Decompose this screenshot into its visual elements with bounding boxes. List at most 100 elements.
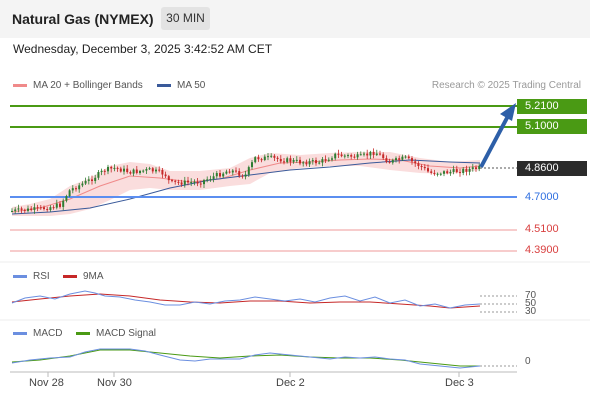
candle-body [219,173,221,177]
candle-body [180,182,183,185]
legend-rsi-label: RSI [33,271,50,282]
candle-body [363,153,365,155]
bollinger-band [12,152,480,216]
bollinger-swatch [13,84,27,87]
candle-body [289,158,292,162]
candle-body [20,208,23,210]
candle-body [142,170,145,172]
candle-body [295,159,298,161]
candle-body [151,168,154,172]
candle-body [430,171,433,173]
candle-body [299,159,301,164]
candle-body [174,180,177,182]
candle-body [315,160,317,164]
candle-body [478,166,481,169]
candle-body [177,181,180,183]
candle-body [327,159,330,161]
candle-body [135,169,138,173]
candle-body [39,207,42,209]
candle-body [167,176,170,181]
candle-body [388,161,391,163]
candle-body [52,207,55,209]
candle-body [164,174,167,177]
macd-tick-0: 0 [525,356,531,367]
level-label-4-39: 4.3900 [525,244,559,256]
candle-body [414,161,417,164]
candle-body [14,209,17,211]
candle-body [100,170,103,173]
candle-body [91,179,93,182]
candle-body [257,157,260,160]
candle-body [382,154,385,159]
candle-body [276,157,279,159]
candle-body [110,166,113,169]
legend-macd-label: MACD [33,328,63,339]
candle-body [404,156,407,158]
candle-body [379,153,381,155]
candle-body [238,171,241,176]
candle-body [443,171,445,174]
candle-body [199,183,202,185]
candle-body [401,156,404,160]
rsi-tick-50: 50 [525,298,537,309]
candle-body [475,167,477,169]
candle-body [427,168,429,172]
candle-body [455,169,458,173]
candle-body [340,154,343,157]
candle-body [433,172,436,175]
level-label-4-70: 4.7000 [525,191,559,203]
candle-body [324,159,327,161]
candle-body [321,159,324,163]
timeframe-badge[interactable]: 30 MIN [161,7,210,30]
legend-ma50-label: MA 50 [177,80,206,91]
candle-body [103,170,106,172]
candle-body [423,166,426,169]
candle-body [81,183,84,186]
macd-line [11,348,481,369]
projection-arrow [479,115,510,168]
candle-body [260,159,263,161]
candle-body [107,166,109,172]
candle-body [132,169,135,174]
candle-body [116,167,119,169]
candle-body [55,203,58,208]
credit-text: Research © 2025 Trading Central [431,80,581,91]
level-label-last-price: 4.8600 [517,161,587,176]
x-label-nov28: Nov 28 [29,377,64,389]
candle-body [62,200,65,207]
candle-body [267,156,269,158]
ma20-line [11,158,481,213]
candle-body [225,171,228,174]
rsi-tick-70: 70 [525,290,537,301]
candle-body [161,169,164,175]
rsi-line [11,290,481,309]
candle-body [283,161,285,163]
candle-body [46,209,49,211]
candle-body [417,163,420,167]
candle-body [251,162,253,168]
candle-body [263,156,266,161]
candle-body [286,158,289,163]
candle-body [43,207,45,210]
level-label-5-21: 5.2100 [517,99,587,114]
candle-body [87,179,90,181]
candle-body [126,168,129,173]
candle-body [446,171,449,174]
candle-body [350,155,353,157]
candle-body [331,158,333,160]
candle-body [311,160,314,162]
candle-body [30,208,33,210]
candle-body [145,169,148,171]
rsi-tick-30: 30 [525,306,537,317]
candle-body [308,161,311,165]
candle-body [183,180,186,185]
candle-body [468,168,471,172]
projection-arrowhead [500,103,516,121]
ma50-swatch [157,84,171,87]
candle-body [411,158,413,162]
candle-body [385,158,388,162]
candle-body [241,175,244,177]
candle-body [206,179,209,181]
candle-body [353,156,356,158]
